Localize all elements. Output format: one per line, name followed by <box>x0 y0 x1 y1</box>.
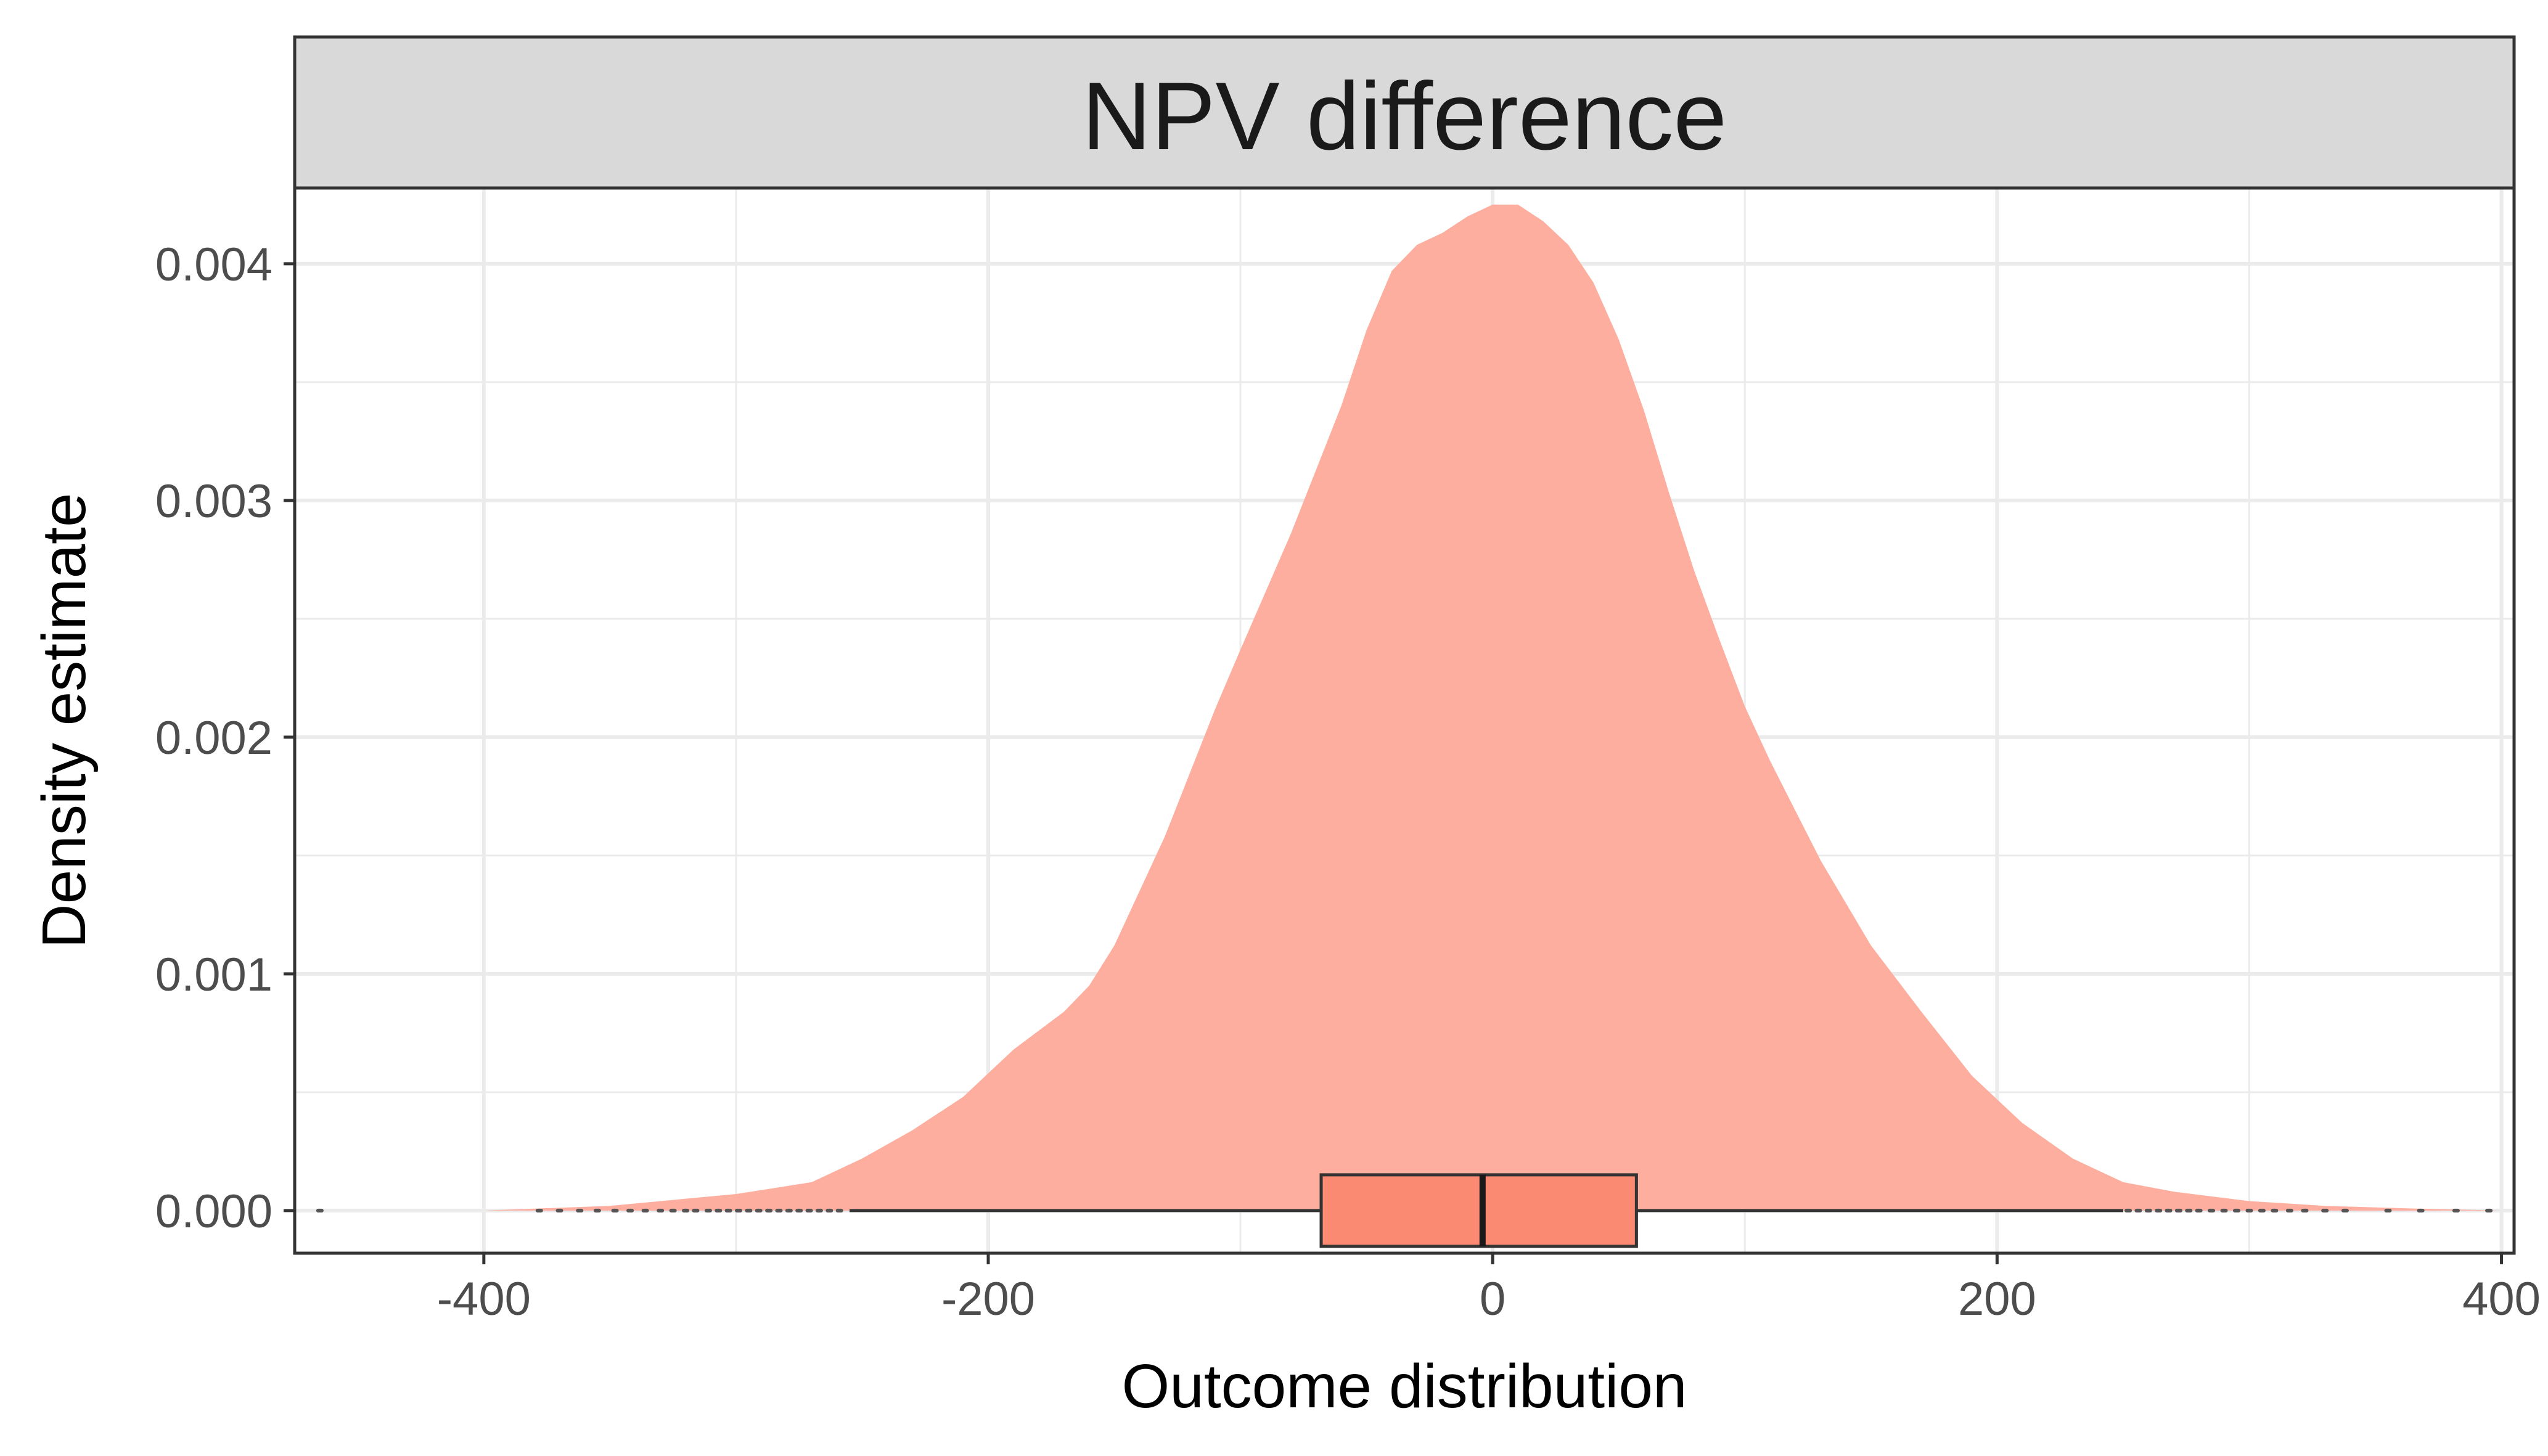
y-tick-label: 0.003 <box>155 475 272 528</box>
y-tick-label: 0.004 <box>155 239 272 291</box>
x-tick-label: 400 <box>2462 1273 2541 1325</box>
density-layer <box>483 204 2502 1211</box>
x-tick-label: -400 <box>437 1273 531 1325</box>
x-tick-label: -200 <box>941 1273 1035 1325</box>
panel-border <box>293 186 2516 1255</box>
boxplot-layer <box>850 1173 2123 1248</box>
y-tick-label: 0.001 <box>155 949 272 1001</box>
y-axis-title: Density estimate <box>30 493 99 948</box>
density-area <box>483 204 2502 1211</box>
facet-strip <box>293 35 2516 190</box>
x-tick-label: 200 <box>1958 1273 2036 1325</box>
x-tick-label: 0 <box>1480 1273 1505 1325</box>
box-iqr <box>1319 1173 1638 1248</box>
y-tick-label: 0.002 <box>155 712 272 764</box>
x-axis-title: Outcome distribution <box>1121 1352 1687 1421</box>
chart-title: NPV difference <box>1082 63 1727 170</box>
axis-ticks: -400 -200 0 200 400 0.000 0.001 0.002 0.003 0.004 <box>155 239 2541 1325</box>
y-tick-label: 0.000 <box>155 1185 272 1238</box>
